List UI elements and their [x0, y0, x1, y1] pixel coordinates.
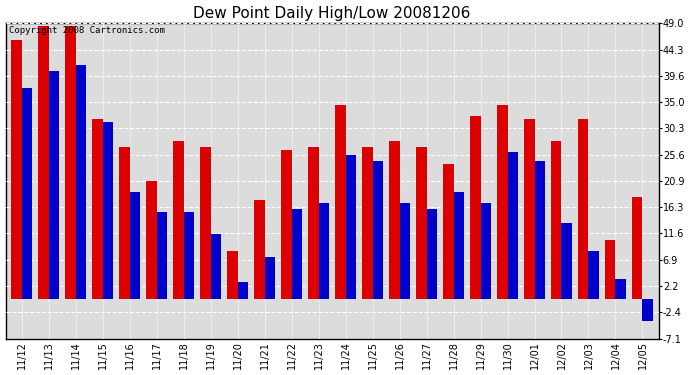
- Bar: [173, 141, 184, 299]
- Bar: [228, 251, 237, 299]
- Bar: [335, 105, 346, 299]
- Bar: [497, 105, 508, 299]
- Bar: [471, 116, 480, 299]
- Bar: [237, 282, 248, 299]
- Bar: [308, 147, 319, 299]
- Bar: [49, 71, 59, 299]
- Bar: [92, 119, 103, 299]
- Bar: [103, 122, 113, 299]
- Bar: [146, 181, 157, 299]
- Bar: [480, 203, 491, 299]
- Bar: [76, 65, 86, 299]
- Bar: [282, 150, 292, 299]
- Bar: [551, 141, 562, 299]
- Bar: [524, 119, 535, 299]
- Bar: [578, 119, 589, 299]
- Bar: [66, 26, 76, 299]
- Bar: [632, 198, 642, 299]
- Bar: [210, 234, 221, 299]
- Bar: [589, 251, 599, 299]
- Bar: [615, 279, 626, 299]
- Bar: [362, 147, 373, 299]
- Bar: [426, 209, 437, 299]
- Bar: [255, 200, 265, 299]
- Bar: [319, 203, 329, 299]
- Bar: [642, 299, 653, 321]
- Title: Dew Point Daily High/Low 20081206: Dew Point Daily High/Low 20081206: [193, 6, 471, 21]
- Bar: [292, 209, 302, 299]
- Bar: [184, 211, 194, 299]
- Bar: [605, 240, 615, 299]
- Bar: [22, 88, 32, 299]
- Bar: [400, 203, 410, 299]
- Bar: [12, 40, 22, 299]
- Bar: [508, 153, 518, 299]
- Bar: [373, 161, 383, 299]
- Bar: [119, 147, 130, 299]
- Bar: [453, 192, 464, 299]
- Bar: [346, 155, 356, 299]
- Bar: [157, 211, 167, 299]
- Bar: [265, 256, 275, 299]
- Bar: [535, 161, 545, 299]
- Bar: [389, 141, 400, 299]
- Bar: [443, 164, 453, 299]
- Bar: [416, 147, 426, 299]
- Bar: [200, 147, 210, 299]
- Bar: [39, 26, 49, 299]
- Bar: [130, 192, 140, 299]
- Text: Copyright 2008 Cartronics.com: Copyright 2008 Cartronics.com: [9, 26, 165, 35]
- Bar: [562, 223, 572, 299]
